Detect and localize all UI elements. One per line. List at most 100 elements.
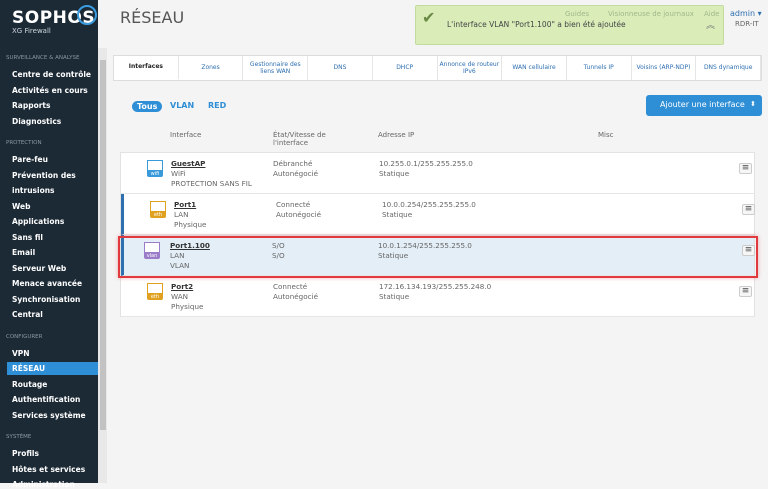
sidebar-item[interactable]: Centre de contrôle bbox=[12, 70, 92, 79]
interface-name-link[interactable]: Port1.100 bbox=[170, 241, 210, 250]
tab-item[interactable]: Annonce de routeur IPv6 bbox=[438, 56, 503, 80]
org-name: RDR-IT bbox=[735, 20, 759, 28]
filter-vlan[interactable]: VLAN bbox=[170, 101, 195, 110]
table-row[interactable]: vlan Port1.100 LAN VLAN S/O S/O 10.0.1.254/255… bbox=[121, 235, 755, 276]
icon-glyph bbox=[150, 201, 166, 212]
type: PROTECTION SANS FIL bbox=[171, 179, 252, 188]
sidebar-item[interactable]: Hôtes et services bbox=[12, 464, 86, 474]
table-row[interactable]: eth Port1 LAN Physique Connecté Autonégocié 10… bbox=[121, 194, 755, 235]
sort-icon: ⬍ bbox=[750, 100, 756, 108]
ip: 10.0.0.254/255.255.255.0 bbox=[382, 200, 476, 209]
status-cell: Connecté Autonégocié bbox=[273, 282, 318, 302]
sidebar-item[interactable]: Serveur Web bbox=[12, 263, 67, 273]
row-menu-button[interactable]: ≡ bbox=[742, 245, 755, 256]
status-cell: S/O S/O bbox=[272, 241, 285, 261]
mode: Statique bbox=[382, 210, 413, 219]
filter-red[interactable]: RED bbox=[208, 101, 227, 110]
col-interface: Interface bbox=[170, 131, 202, 139]
sidebar-item[interactable]: Central bbox=[12, 310, 43, 319]
sidebar-section-label: CONFIGURER bbox=[6, 333, 43, 340]
interface-name-link[interactable]: Port1 bbox=[174, 200, 197, 209]
sidebar-section-label: SYSTÈME bbox=[6, 434, 32, 440]
sidebar-item[interactable]: Diagnostics bbox=[12, 116, 62, 126]
collapse-icon[interactable]: ︽ bbox=[706, 21, 716, 31]
ip-cell: 10.0.1.254/255.255.255.0 Statique bbox=[378, 241, 472, 261]
mode: Statique bbox=[379, 169, 410, 178]
tab-item[interactable]: DNS dynamique bbox=[696, 56, 762, 80]
sidebar-item[interactable]: Routage bbox=[12, 379, 48, 389]
col-status: État/Vitesse de l'interface bbox=[273, 131, 326, 148]
row-menu-button[interactable]: ≡ bbox=[739, 286, 752, 297]
tab-bar: Interfaces Zones Gestionnaire des liens WA… bbox=[113, 55, 762, 81]
mode: Statique bbox=[379, 292, 410, 301]
sidebar-item[interactable]: intrusions bbox=[12, 186, 55, 195]
sidebar-item[interactable]: Authentification bbox=[12, 395, 81, 404]
sidebar-item[interactable]: Prévention des bbox=[12, 170, 76, 180]
row-menu-button[interactable]: ≡ bbox=[742, 204, 755, 215]
status-cell: Débranché Autonégocié bbox=[273, 159, 318, 179]
logo: SOPHOS bbox=[12, 8, 96, 28]
sidebar-item[interactable]: Applications bbox=[12, 217, 65, 226]
sidebar-item[interactable]: Web bbox=[12, 201, 31, 211]
sidebar-section-label: PROTECTION bbox=[6, 140, 42, 146]
tab-item[interactable]: Gestionnaire des liens WAN bbox=[243, 56, 309, 80]
icon-label: eth bbox=[153, 212, 163, 218]
sidebar-item[interactable]: Administration bbox=[12, 480, 75, 489]
sidebar-item[interactable]: VPN bbox=[12, 348, 30, 358]
interface-name-link[interactable]: Port2 bbox=[171, 282, 194, 291]
icon-glyph bbox=[147, 160, 163, 171]
ip-cell: 10.0.0.254/255.255.255.0 Statique bbox=[382, 200, 476, 220]
sidebar-item[interactable]: Services système bbox=[12, 410, 86, 420]
link-help[interactable]: Aide bbox=[704, 10, 720, 18]
notification-message: L'interface VLAN "Port1.100" a bien été … bbox=[447, 20, 626, 29]
tab-item[interactable]: Voisins (ARP-NDP) bbox=[632, 56, 697, 80]
tab-item[interactable]: Interfaces bbox=[114, 56, 179, 80]
tab-item[interactable]: Zones bbox=[179, 56, 244, 80]
speed: Autonégocié bbox=[273, 292, 318, 301]
zone: LAN bbox=[170, 251, 185, 260]
zone: WiFi bbox=[171, 169, 186, 178]
status: Connecté bbox=[273, 282, 308, 291]
sidebar-item[interactable]: Rapports bbox=[12, 101, 51, 110]
user-menu[interactable]: admin ▾ bbox=[730, 9, 762, 18]
scrollbar-thumb[interactable] bbox=[100, 60, 106, 430]
tab-item[interactable]: DHCP bbox=[373, 56, 438, 80]
sidebar-item[interactable]: Email bbox=[12, 248, 36, 257]
link-log-viewer[interactable]: Visionneuse de journaux bbox=[608, 10, 694, 18]
zone: WAN bbox=[171, 292, 189, 301]
add-interface-button[interactable]: Ajouter une interface ⬍ bbox=[646, 95, 762, 116]
page-title: RÉSEAU bbox=[120, 8, 185, 27]
interface-table: wifi GuestAP WiFi PROTECTION SANS FIL Débran… bbox=[120, 152, 755, 317]
ip-cell: 172.16.134.193/255.255.248.0 Statique bbox=[379, 282, 491, 302]
tab-item[interactable]: Tunnels IP bbox=[567, 56, 632, 80]
sidebar-item[interactable]: RÉSEAU bbox=[7, 362, 98, 375]
tab-item[interactable]: WAN cellulaire bbox=[502, 56, 567, 80]
col-ip: Adresse IP bbox=[378, 131, 415, 139]
table-row[interactable]: wifi GuestAP WiFi PROTECTION SANS FIL Débran… bbox=[121, 153, 754, 194]
add-interface-label: Ajouter une interface bbox=[660, 100, 745, 109]
status: S/O bbox=[272, 241, 285, 250]
sidebar-item[interactable]: Profils bbox=[12, 449, 39, 458]
sidebar-item[interactable]: Activités en cours bbox=[12, 85, 88, 95]
icon-label: vlan bbox=[146, 253, 158, 259]
ip-cell: 10.255.0.1/255.255.255.0 Statique bbox=[379, 159, 473, 179]
sidebar-item[interactable]: Sans fil bbox=[12, 232, 44, 242]
type: VLAN bbox=[170, 261, 190, 270]
tab-item[interactable]: DNS bbox=[308, 56, 373, 80]
eth-icon: eth bbox=[147, 283, 163, 300]
speed: S/O bbox=[272, 251, 285, 260]
status-cell: Connecté Autonégocié bbox=[276, 200, 321, 220]
row-menu-button[interactable]: ≡ bbox=[739, 163, 752, 174]
table-row[interactable]: eth Port2 WAN Physique Connecté Autonégocié 17… bbox=[121, 276, 754, 317]
ip: 10.255.0.1/255.255.255.0 bbox=[379, 159, 473, 168]
vlan-icon: vlan bbox=[144, 242, 160, 259]
product-name: XG Firewall bbox=[12, 27, 51, 35]
sidebar-item[interactable]: Menace avancée bbox=[12, 279, 83, 288]
sidebar-item[interactable]: Pare-feu bbox=[12, 155, 48, 164]
sidebar-item[interactable]: Synchronisation bbox=[12, 294, 81, 304]
speed: Autonégocié bbox=[276, 210, 321, 219]
status: Débranché bbox=[273, 159, 313, 168]
link-guides[interactable]: Guides bbox=[565, 10, 590, 18]
interface-name-link[interactable]: GuestAP bbox=[171, 159, 206, 168]
filter-tous[interactable]: Tous bbox=[132, 101, 163, 112]
